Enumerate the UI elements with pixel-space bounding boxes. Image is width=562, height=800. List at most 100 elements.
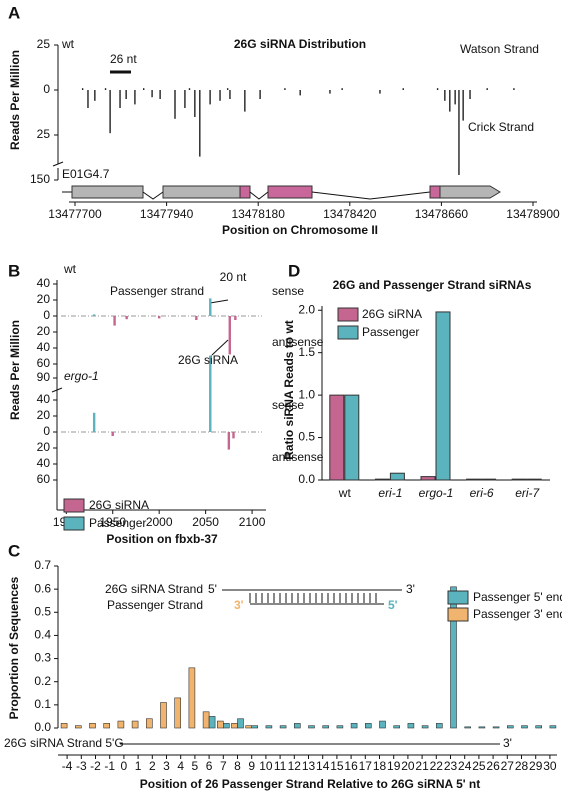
- x-tick-label: 8: [234, 759, 241, 773]
- bar: [87, 90, 89, 108]
- annotation-arrow: [211, 339, 229, 356]
- panel-label: A: [8, 3, 20, 22]
- x-tick-label: 2000: [146, 515, 173, 529]
- y-tick-label: 0.0: [298, 472, 315, 486]
- bar: [486, 88, 488, 90]
- scale-bar-label: 26 nt: [110, 52, 137, 66]
- legend-label: Passenger: [89, 516, 146, 530]
- bar: [299, 90, 301, 96]
- y-tick-label: 90: [37, 370, 51, 384]
- x-tick-label: eri-1: [378, 486, 402, 500]
- y-tick-label: 1.0: [298, 387, 315, 401]
- legend-label: Passenger 5' end: [473, 590, 562, 604]
- x-tick-label: 13478420: [323, 207, 377, 221]
- bar: [464, 726, 472, 729]
- bar: [251, 725, 258, 729]
- bar: [469, 90, 471, 99]
- bar: [511, 478, 527, 481]
- x-tick-label: 13478900: [506, 207, 560, 221]
- y-tick-label: 0.5: [298, 430, 315, 444]
- y-tick-label: 40: [37, 276, 51, 290]
- legend-label: Passenger 3' end: [473, 607, 562, 621]
- bar: [462, 90, 464, 121]
- y-tick-label: 0.7: [34, 558, 51, 572]
- x-tick-label: 1950: [99, 515, 126, 529]
- bar: [119, 90, 121, 108]
- legend-label: 26G siRNA: [362, 307, 422, 321]
- x-tick-label: 18: [373, 759, 387, 773]
- bar: [308, 725, 315, 729]
- bar: [94, 90, 96, 101]
- bar: [389, 472, 405, 481]
- x-tick-label: 21: [415, 759, 429, 773]
- bar: [231, 723, 238, 729]
- annotation: sense: [272, 284, 304, 298]
- legend-label: 26G siRNA: [89, 498, 149, 512]
- bar: [151, 90, 153, 98]
- x-tick-label: 28: [515, 759, 529, 773]
- x-tick-label: 19: [387, 759, 401, 773]
- bar: [75, 725, 82, 729]
- bar: [466, 478, 482, 481]
- bar: [199, 90, 201, 157]
- bar: [259, 90, 261, 99]
- bar: [209, 90, 211, 105]
- x-tick-label: 20: [401, 759, 415, 773]
- bar: [244, 90, 246, 112]
- axis-break: [52, 161, 64, 167]
- bar: [458, 90, 460, 175]
- bar: [103, 723, 110, 729]
- x-tick-label: eri-6: [470, 486, 494, 500]
- bar: [89, 723, 96, 729]
- bar: [117, 720, 125, 729]
- axis-break: [51, 387, 63, 393]
- diagram-label: 26G siRNA Strand: [105, 582, 203, 596]
- bar: [232, 432, 235, 439]
- x-tick-label: 13477940: [140, 207, 194, 221]
- bar: [217, 720, 224, 729]
- diagram-label: Passenger Strand: [107, 598, 203, 612]
- ruler-label: 26G siRNA Strand 5'G: [4, 736, 124, 750]
- chart-title: 26G and Passenger Strand siRNAs: [333, 278, 532, 292]
- bar: [364, 723, 372, 729]
- y-tick-label: 25: [37, 127, 51, 141]
- x-tick-label: 13478180: [232, 207, 286, 221]
- bar: [402, 88, 404, 90]
- annotation: 20 nt: [220, 270, 247, 284]
- x-tick-label: 29: [529, 759, 543, 773]
- bar: [284, 88, 286, 90]
- bar: [184, 90, 186, 108]
- x-tick-label: -3: [76, 759, 87, 773]
- bar: [131, 720, 139, 729]
- x-axis-label: Position on fbxb-37: [106, 532, 218, 546]
- x-tick-label: 9: [248, 759, 255, 773]
- x-tick-label: 13478660: [415, 207, 469, 221]
- bar: [226, 88, 229, 90]
- y-tick-label: 0.0: [34, 720, 51, 734]
- bar: [435, 723, 443, 729]
- annotation: sense: [272, 398, 304, 412]
- bar: [92, 314, 96, 316]
- x-axis-label: Position on Chromosome II: [222, 223, 378, 237]
- y-tick-label: 150: [30, 172, 50, 186]
- x-tick-label: 15: [330, 759, 344, 773]
- legend-swatch: [63, 498, 85, 513]
- x-tick-label: 16: [344, 759, 358, 773]
- bar: [341, 88, 343, 90]
- y-tick-label: 0: [43, 308, 50, 322]
- bar: [420, 476, 436, 481]
- bar: [374, 478, 390, 481]
- bar: [160, 702, 167, 729]
- bar: [208, 716, 216, 729]
- y-tick-label: 0.2: [34, 674, 51, 688]
- bar: [111, 432, 114, 436]
- annotation: antisense: [272, 450, 324, 464]
- y-tick-label: 25: [37, 37, 51, 51]
- bar: [174, 90, 176, 119]
- bar: [478, 726, 486, 729]
- gene-model: [62, 185, 501, 200]
- legend-label: Passenger: [362, 325, 419, 339]
- annotation: Passenger strand: [110, 284, 204, 298]
- legend-swatch: [447, 607, 469, 622]
